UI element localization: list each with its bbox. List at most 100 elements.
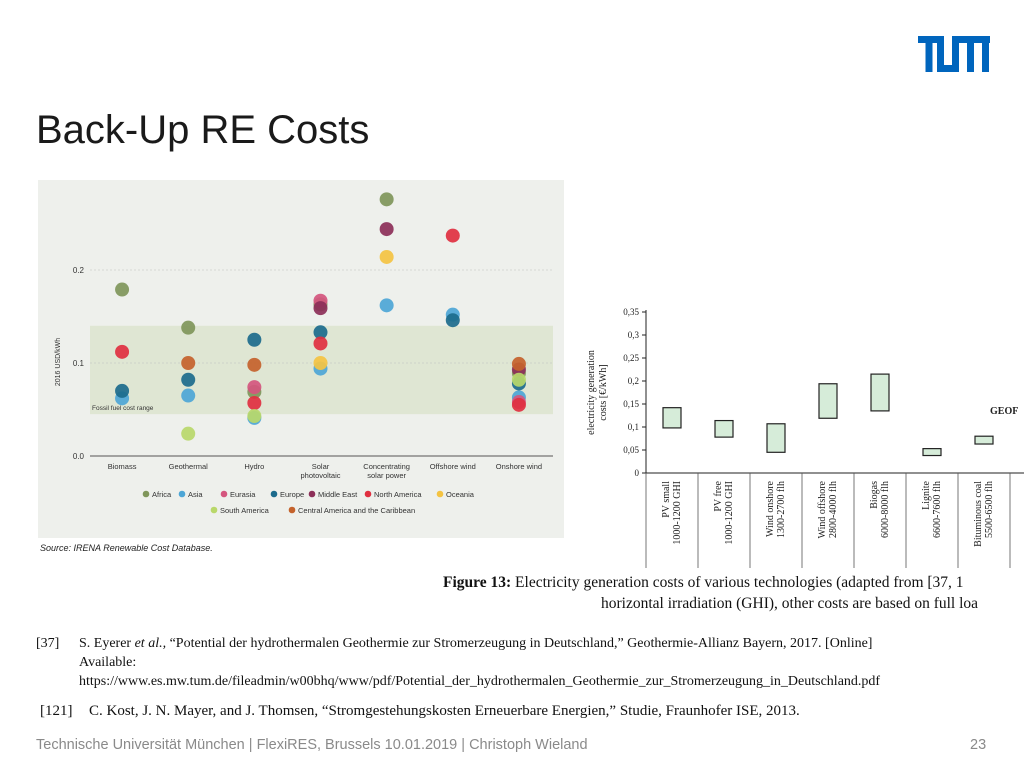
legend-label: Asia: [188, 490, 203, 499]
legend-label: North America: [374, 490, 422, 499]
data-point: [115, 282, 130, 297]
y-tick-label: 0,35: [623, 307, 639, 317]
range-bar: [974, 435, 994, 445]
data-point: [247, 395, 262, 410]
x-category-label: Biomass: [108, 462, 137, 471]
tum-logo: [918, 36, 990, 72]
legend-label: Africa: [152, 490, 172, 499]
range-bar: [766, 423, 786, 453]
generation-cost-svg: 0 0,05 0,1 0,15 0,2 0,25 0,3 0,35 electricity ge…: [586, 307, 1024, 568]
data-point: [511, 397, 526, 412]
x-category-label: 1000-1200 GHI: [724, 481, 735, 545]
data-point: [247, 332, 262, 347]
y-tick-label: 0,15: [623, 399, 639, 409]
y-tick-label: 0,25: [623, 353, 639, 363]
source-note: Source: IRENA Renewable Cost Database.: [40, 543, 213, 553]
x-category-label: Geothermal: [169, 462, 209, 471]
legend-label: Central America and the Caribbean: [298, 506, 415, 515]
data-point: [313, 325, 328, 340]
y-tick-label: 0.1: [73, 359, 85, 368]
legend-label: Eurasia: [230, 490, 256, 499]
data-point: [181, 388, 196, 403]
legend-marker: [288, 506, 296, 514]
data-point: [511, 356, 526, 371]
range-bar: [818, 383, 838, 419]
legend-marker: [308, 490, 316, 498]
x-category-label: Lignite: [921, 480, 932, 509]
reference-url[interactable]: https://www.es.mw.tum.de/fileadmin/w00bh…: [79, 674, 881, 689]
x-category-label: PV free: [713, 480, 724, 511]
y-tick-label: 0.2: [73, 266, 85, 275]
x-category-label: PV small: [661, 481, 672, 518]
caption-label: Figure 13:: [443, 574, 512, 591]
y-tick-label: 0,2: [628, 376, 639, 386]
page-number: 23: [970, 737, 987, 753]
legend-label: Middle East: [318, 490, 358, 499]
legend-label: Oceania: [446, 490, 475, 499]
footer-text: Technische Universität München | FlexiRE…: [36, 737, 588, 753]
reference-text-pre: S. Eyerer: [79, 636, 135, 651]
y-tick-label: 0,3: [628, 330, 640, 340]
irena-scatter-svg: Fossil fuel cost range 0.0 0.1 0.2 2016 USD/…: [55, 192, 553, 515]
range-bar: [870, 373, 890, 412]
x-category-label: photovoltaic: [300, 471, 340, 480]
reference-text: C. Kost, J. N. Mayer, and J. Thomsen, “S…: [89, 703, 800, 719]
data-point: [379, 192, 394, 207]
reference-id: [37]: [36, 636, 60, 651]
legend-marker: [220, 490, 228, 498]
legend-marker: [436, 490, 444, 498]
reference-id: [121]: [40, 703, 73, 719]
y-tick-label: 0.0: [73, 452, 85, 461]
x-category-label: Offshore wind: [430, 462, 476, 471]
x-category-label: Solar: [312, 462, 330, 471]
x-category-label: 6600-7600 flh: [932, 481, 943, 538]
data-point: [379, 298, 394, 313]
data-point: [181, 356, 196, 370]
y-axis-label: 2016 USD/kWh: [55, 338, 62, 386]
legend-marker: [270, 490, 278, 498]
x-category-label: Wind offshore: [817, 480, 828, 538]
data-point: [115, 383, 130, 398]
reference-text: S. Eyerer et al., “Potential der hydroth…: [79, 636, 872, 652]
x-category-label: Bituminous coal: [973, 481, 984, 547]
page-title: Back-Up RE Costs: [36, 108, 370, 152]
data-point: [511, 372, 526, 387]
data-point: [181, 426, 196, 441]
x-category-label: 6000-8000 flh: [880, 481, 891, 538]
range-bar: [662, 407, 682, 429]
data-point: [445, 313, 460, 328]
reference-text-em: et al.,: [134, 636, 167, 651]
annotation-label: GEOF: [990, 406, 1018, 417]
caption-line-1: Figure 13: Electricity generation costs …: [443, 572, 978, 593]
x-category-label: Biogas: [869, 481, 880, 509]
figure-caption: Figure 13: Electricity generation costs …: [443, 572, 978, 614]
data-point: [379, 249, 394, 264]
generation-cost-range-chart: 0 0,05 0,1 0,15 0,2 0,25 0,3 0,35 electricity ge…: [578, 300, 1024, 572]
reference-text-post: “Potential der hydrothermalen Geothermie…: [166, 636, 873, 651]
data-point: [445, 228, 460, 243]
reference-available: Available:: [79, 655, 137, 670]
x-category-label: 2800-4000 flh: [828, 481, 839, 538]
x-category-label: Onshore wind: [496, 462, 542, 471]
y-tick-label: 0,1: [628, 422, 639, 432]
x-category-label: 1000-1200 GHI: [672, 481, 683, 545]
x-category-label: Concentrating: [363, 462, 410, 471]
data-point: [181, 372, 196, 387]
tum-logo-mark: [918, 36, 990, 72]
legend-marker: [178, 490, 186, 498]
legend-label: Europe: [280, 490, 304, 499]
band-label: Fossil fuel cost range: [92, 405, 154, 412]
data-point: [313, 336, 328, 351]
irena-cost-scatter-chart: Fossil fuel cost range 0.0 0.1 0.2 2016 USD/…: [38, 180, 564, 538]
x-category-label: 5500-6500 flh: [984, 481, 995, 538]
range-bar: [922, 448, 942, 457]
data-point: [181, 320, 196, 335]
data-point: [313, 301, 328, 316]
data-point: [313, 356, 328, 370]
data-point: [115, 344, 130, 359]
y-tick-label: 0: [635, 468, 640, 478]
legend-marker: [210, 506, 218, 514]
y-axis-label: electricity generation: [586, 350, 597, 435]
legend-label: South America: [220, 506, 270, 515]
y-tick-label: 0,05: [623, 445, 639, 455]
